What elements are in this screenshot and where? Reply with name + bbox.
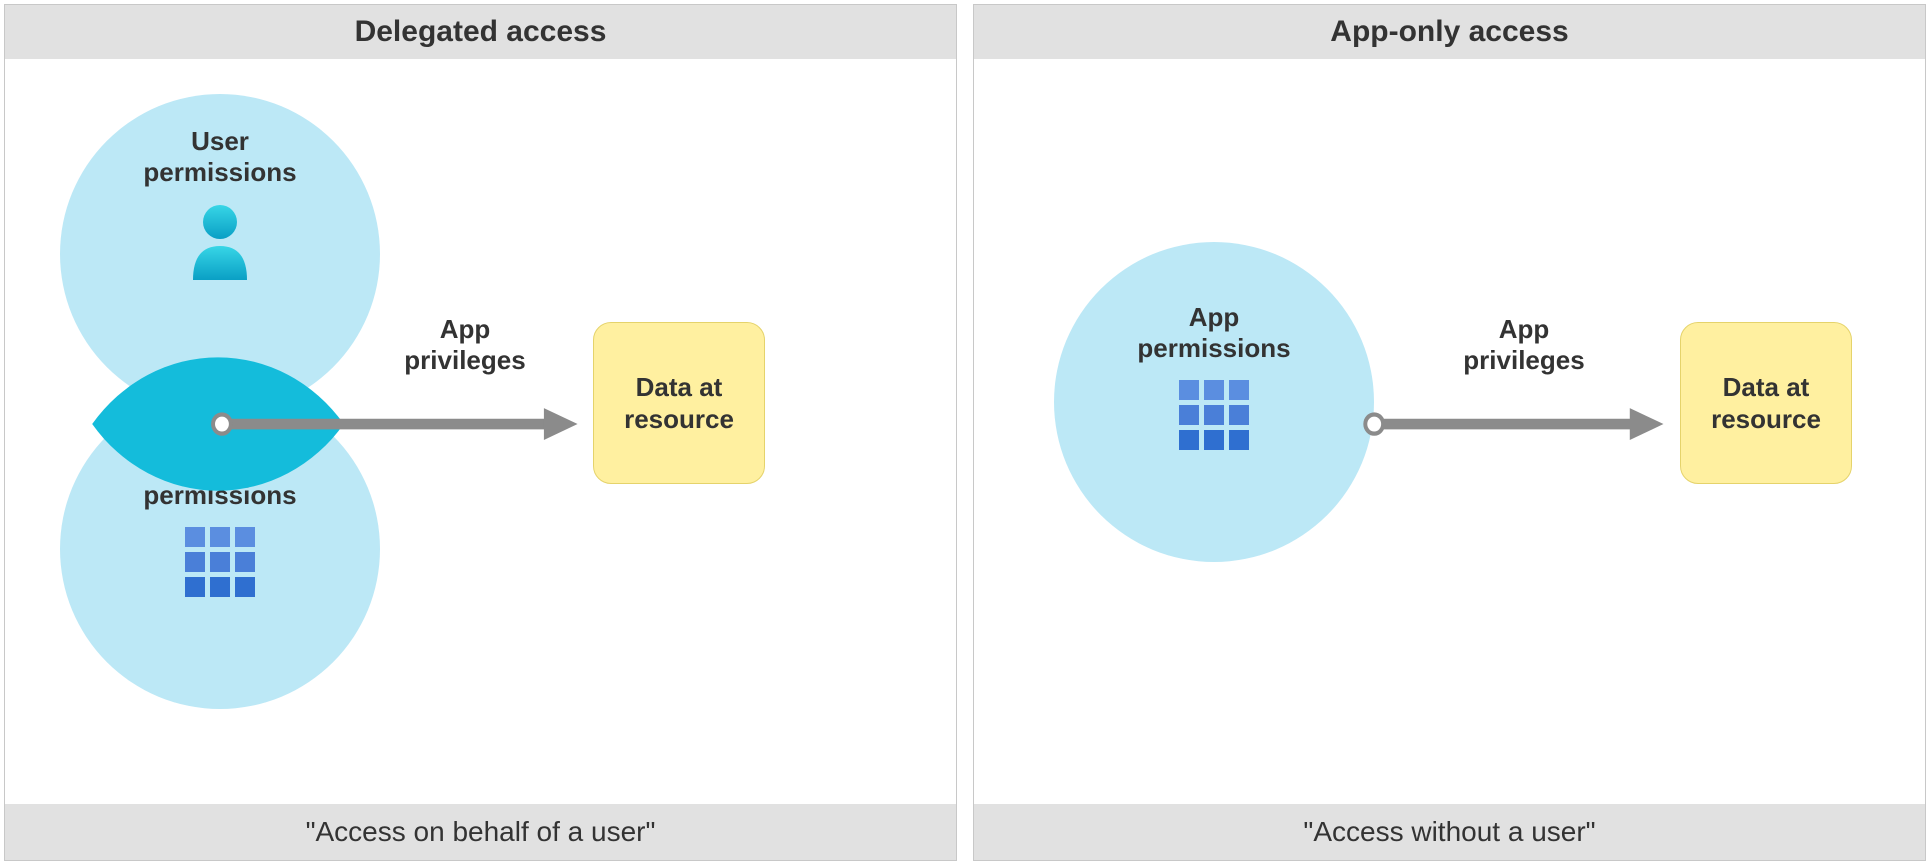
data-resource-box-right: Data at resource: [1680, 322, 1852, 484]
app-permissions-circle-right: App permissions: [1054, 242, 1374, 562]
data-resource-left-l1: Data at: [636, 372, 723, 402]
app-grid-icon: [1179, 380, 1249, 450]
app-privileges-right-l2: privileges: [1463, 345, 1584, 375]
data-resource-right-l2: resource: [1711, 404, 1821, 434]
app-privileges-label-left: App privileges: [385, 314, 545, 376]
app-grid-icon: [185, 527, 255, 597]
panel-apponly-title: App-only access: [974, 5, 1925, 59]
user-permissions-label: User permissions: [143, 126, 296, 188]
app-permissions-left-label-l2: permissions: [143, 480, 296, 510]
app-privileges-arrow-right: [1365, 408, 1663, 440]
app-privileges-right-l1: App: [1499, 314, 1550, 344]
app-permissions-left-label-l1: App: [195, 449, 246, 479]
data-resource-right-l1: Data at: [1723, 372, 1810, 402]
panel-apponly-footer: "Access without a user": [974, 804, 1925, 860]
panel-delegated-title: Delegated access: [5, 5, 956, 59]
user-permissions-label-l2: permissions: [143, 157, 296, 187]
user-permissions-label-l1: User: [191, 126, 249, 156]
app-permissions-left-label: App permissions: [143, 449, 296, 511]
panel-delegated-body: User permissions App permissions: [5, 59, 956, 804]
app-privileges-label-right: App privileges: [1444, 314, 1604, 376]
app-permissions-right-label-l2: permissions: [1137, 333, 1290, 363]
data-resource-box-left: Data at resource: [593, 322, 765, 484]
app-privileges-left-l2: privileges: [404, 345, 525, 375]
app-privileges-left-l1: App: [440, 314, 491, 344]
app-permissions-right-label: App permissions: [1137, 302, 1290, 364]
user-icon: [185, 202, 255, 280]
panel-apponly-body: App permissions: [974, 59, 1925, 804]
app-permissions-right-label-l1: App: [1189, 302, 1240, 332]
data-resource-left-l2: resource: [624, 404, 734, 434]
panel-delegated-footer: "Access on behalf of a user": [5, 804, 956, 860]
user-permissions-circle: User permissions: [60, 94, 380, 414]
panel-apponly: App-only access App permissions: [973, 4, 1926, 861]
app-permissions-circle-left: App permissions: [60, 389, 380, 709]
panel-delegated: Delegated access User permissions: [4, 4, 957, 861]
